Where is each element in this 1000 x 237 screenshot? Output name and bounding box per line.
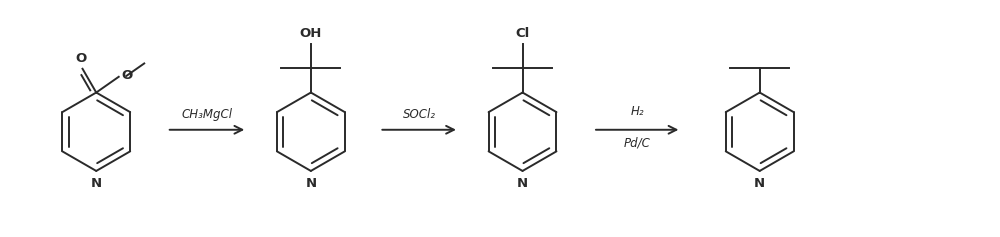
Text: Cl: Cl (515, 27, 530, 40)
Text: O: O (122, 69, 133, 82)
Text: N: N (91, 177, 102, 190)
Text: O: O (75, 52, 86, 65)
Text: N: N (517, 177, 528, 190)
Text: H₂: H₂ (630, 105, 644, 118)
Text: CH₃MgCl: CH₃MgCl (181, 108, 232, 121)
Text: OH: OH (300, 27, 322, 40)
Text: SOCl₂: SOCl₂ (403, 108, 436, 121)
Text: N: N (754, 177, 765, 190)
Text: N: N (305, 177, 316, 190)
Text: Pd/C: Pd/C (624, 136, 651, 149)
